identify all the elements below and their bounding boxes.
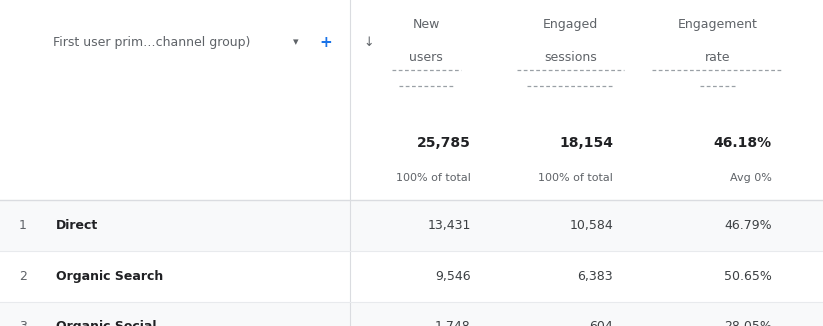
Text: users: users <box>409 51 444 64</box>
Text: 18,154: 18,154 <box>559 137 613 150</box>
Text: 46.18%: 46.18% <box>714 137 772 150</box>
Text: 9,546: 9,546 <box>435 270 471 283</box>
Bar <box>0 200 823 251</box>
Text: Avg 0%: Avg 0% <box>730 173 772 183</box>
Text: rate: rate <box>705 51 730 64</box>
Text: Direct: Direct <box>56 219 98 232</box>
Text: ▾: ▾ <box>293 37 299 47</box>
Bar <box>0 0 823 200</box>
Text: 25,785: 25,785 <box>417 137 471 150</box>
Bar <box>0 302 823 326</box>
Text: 50.65%: 50.65% <box>724 270 772 283</box>
Text: 10,584: 10,584 <box>570 219 613 232</box>
Text: Organic Social: Organic Social <box>56 320 156 326</box>
Text: ↓: ↓ <box>364 36 374 49</box>
Bar <box>0 251 823 302</box>
Text: 100% of total: 100% of total <box>538 173 613 183</box>
Text: 1: 1 <box>19 219 27 232</box>
Text: 1,748: 1,748 <box>435 320 471 326</box>
Text: Engaged: Engaged <box>542 18 598 31</box>
Text: Engagement: Engagement <box>677 18 758 31</box>
Text: +: + <box>319 35 332 50</box>
Text: 28.05%: 28.05% <box>724 320 772 326</box>
Text: 2: 2 <box>19 270 27 283</box>
Text: First user prim…channel group): First user prim…channel group) <box>53 36 251 49</box>
Text: 100% of total: 100% of total <box>396 173 471 183</box>
Text: sessions: sessions <box>544 51 597 64</box>
Text: 13,431: 13,431 <box>427 219 471 232</box>
Text: New: New <box>412 18 440 31</box>
Text: 3: 3 <box>19 320 27 326</box>
Text: 604: 604 <box>589 320 613 326</box>
Text: 46.79%: 46.79% <box>724 219 772 232</box>
Text: 6,383: 6,383 <box>578 270 613 283</box>
Text: Organic Search: Organic Search <box>56 270 163 283</box>
